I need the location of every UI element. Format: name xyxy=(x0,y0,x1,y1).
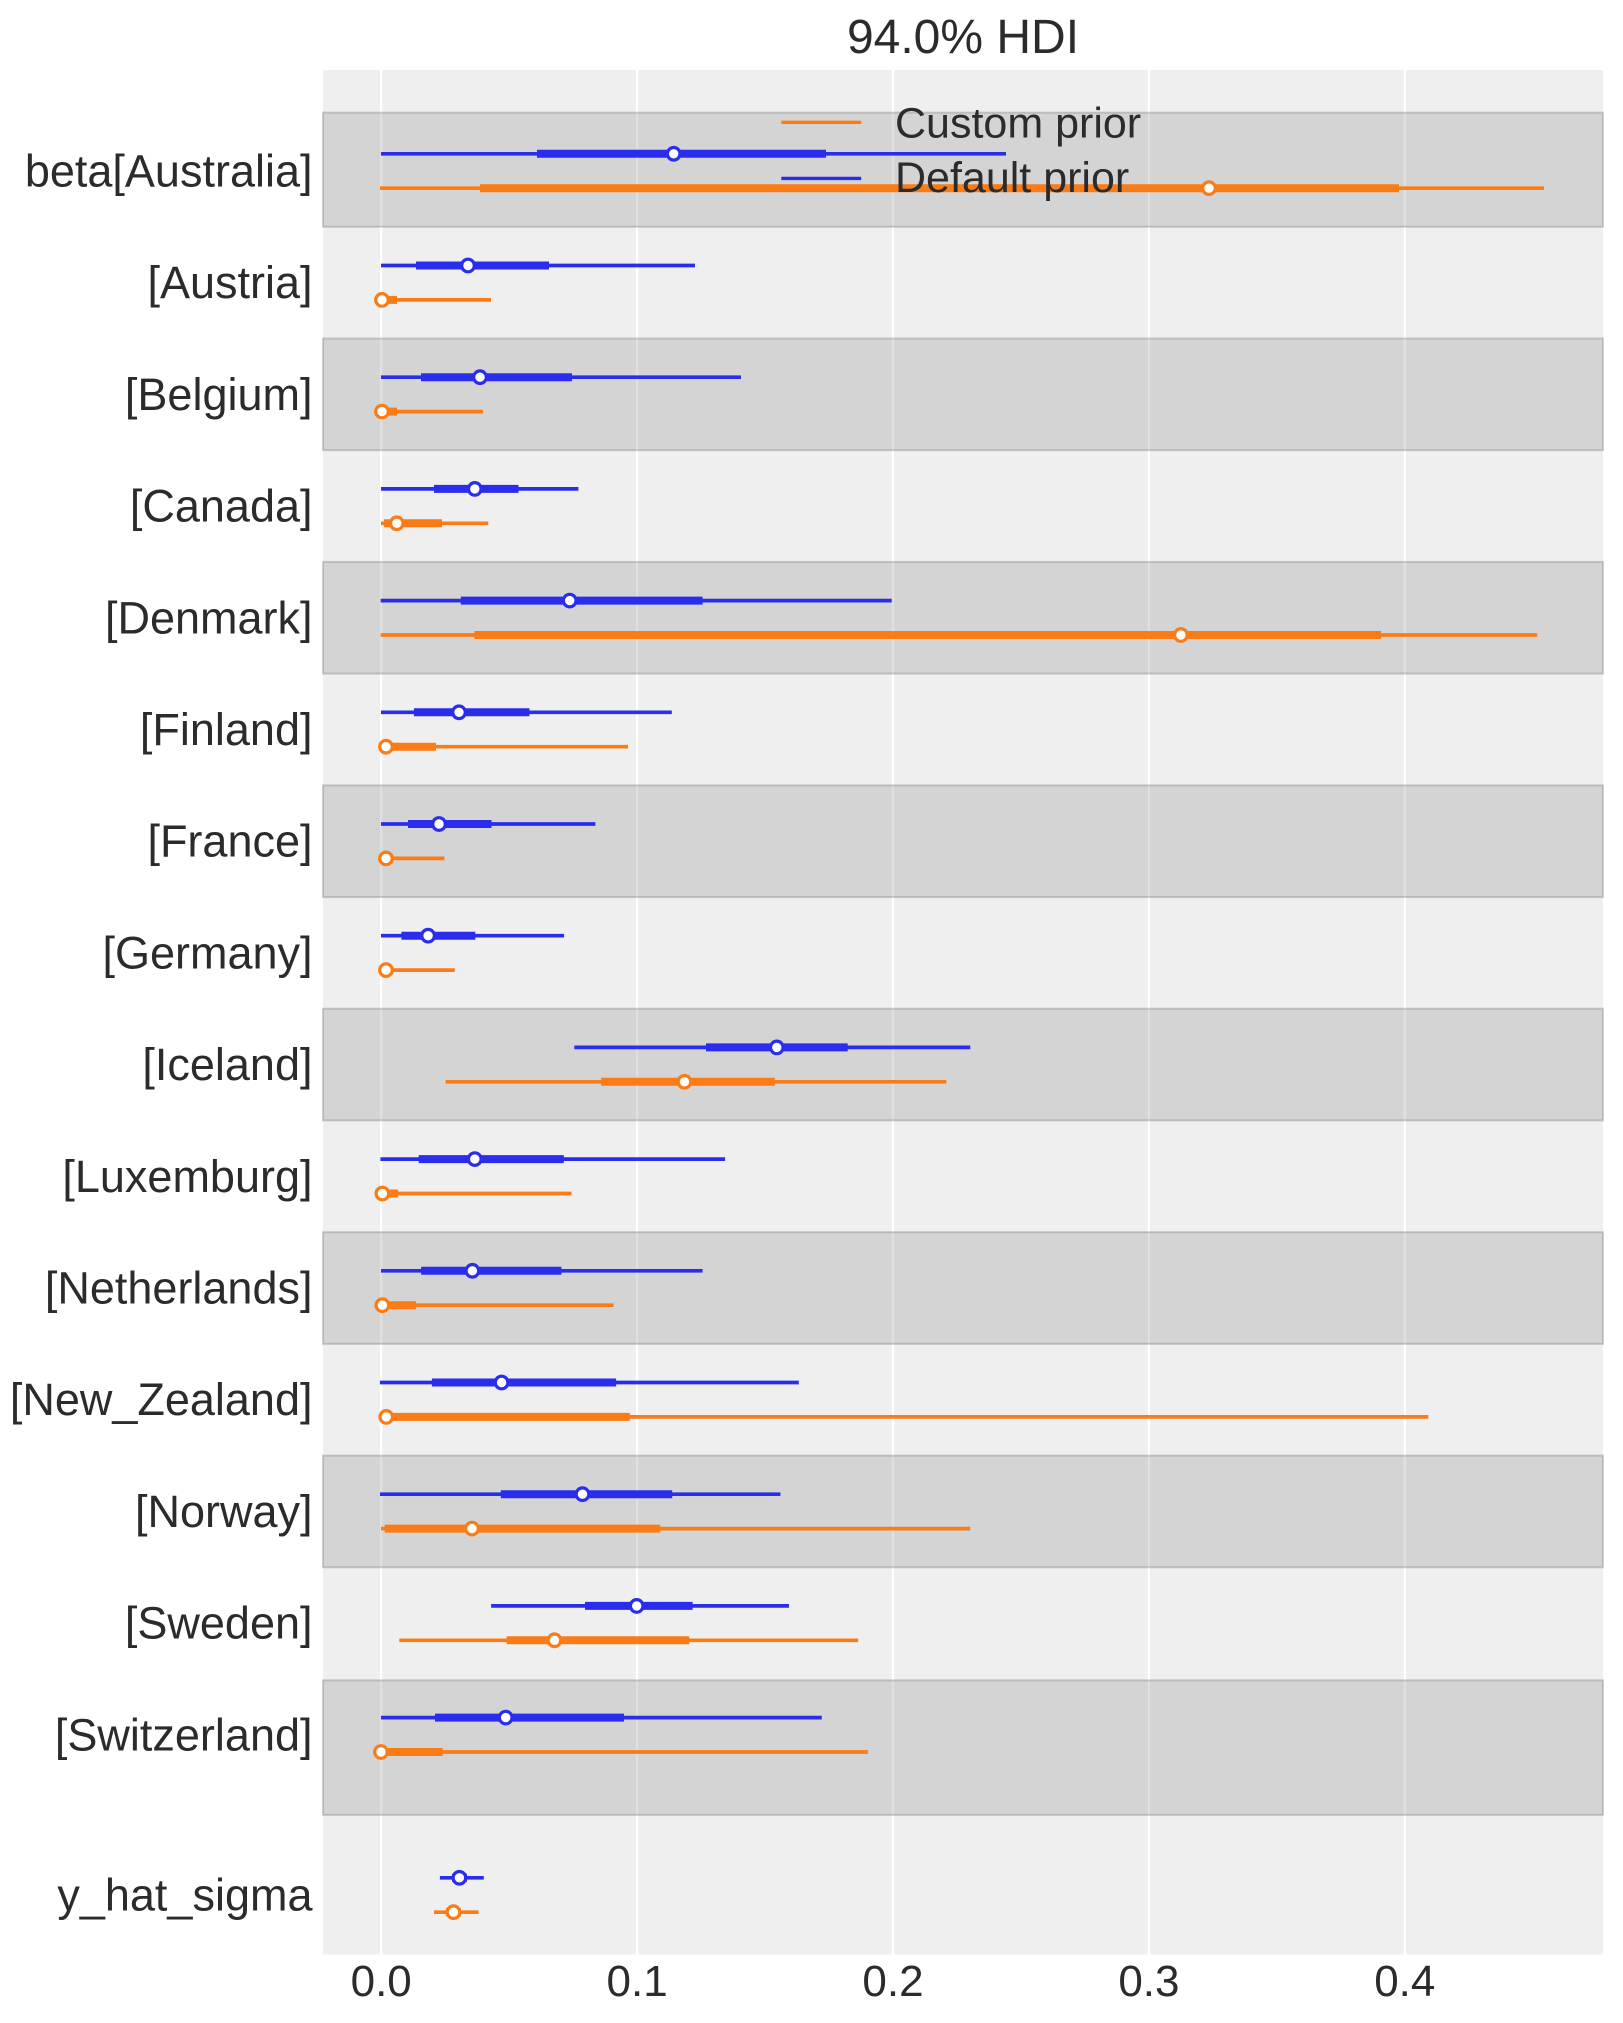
svg-text:[Finland]: [Finland] xyxy=(140,704,313,755)
svg-text:y_hat_sigma: y_hat_sigma xyxy=(57,1870,313,1921)
svg-text:[Canada]: [Canada] xyxy=(130,481,313,532)
svg-text:[Netherlands]: [Netherlands] xyxy=(45,1263,313,1314)
svg-text:[Iceland]: [Iceland] xyxy=(142,1039,312,1090)
svg-text:[Denmark]: [Denmark] xyxy=(105,592,313,643)
svg-text:Default prior: Default prior xyxy=(895,154,1129,202)
svg-text:94.0% HDI: 94.0% HDI xyxy=(847,11,1079,64)
svg-text:[Switzerland]: [Switzerland] xyxy=(55,1709,313,1760)
svg-text:[Belgium]: [Belgium] xyxy=(125,369,313,420)
svg-text:0.3: 0.3 xyxy=(1118,1957,1179,2006)
svg-text:0.2: 0.2 xyxy=(862,1957,923,2006)
svg-text:[Austria]: [Austria] xyxy=(147,257,312,308)
svg-text:0.4: 0.4 xyxy=(1374,1957,1435,2006)
svg-text:Custom prior: Custom prior xyxy=(895,100,1141,148)
svg-text:[France]: [France] xyxy=(147,816,312,867)
svg-text:[Germany]: [Germany] xyxy=(102,927,312,978)
svg-text:[Norway]: [Norway] xyxy=(135,1486,313,1537)
svg-text:[Luxemburg]: [Luxemburg] xyxy=(62,1151,312,1202)
svg-text:beta[Australia]: beta[Australia] xyxy=(25,146,313,197)
svg-text:0.1: 0.1 xyxy=(607,1957,668,2006)
svg-text:[Sweden]: [Sweden] xyxy=(125,1598,313,1649)
svg-text:[New_Zealand]: [New_Zealand] xyxy=(10,1374,313,1425)
svg-text:0.0: 0.0 xyxy=(351,1957,412,2006)
